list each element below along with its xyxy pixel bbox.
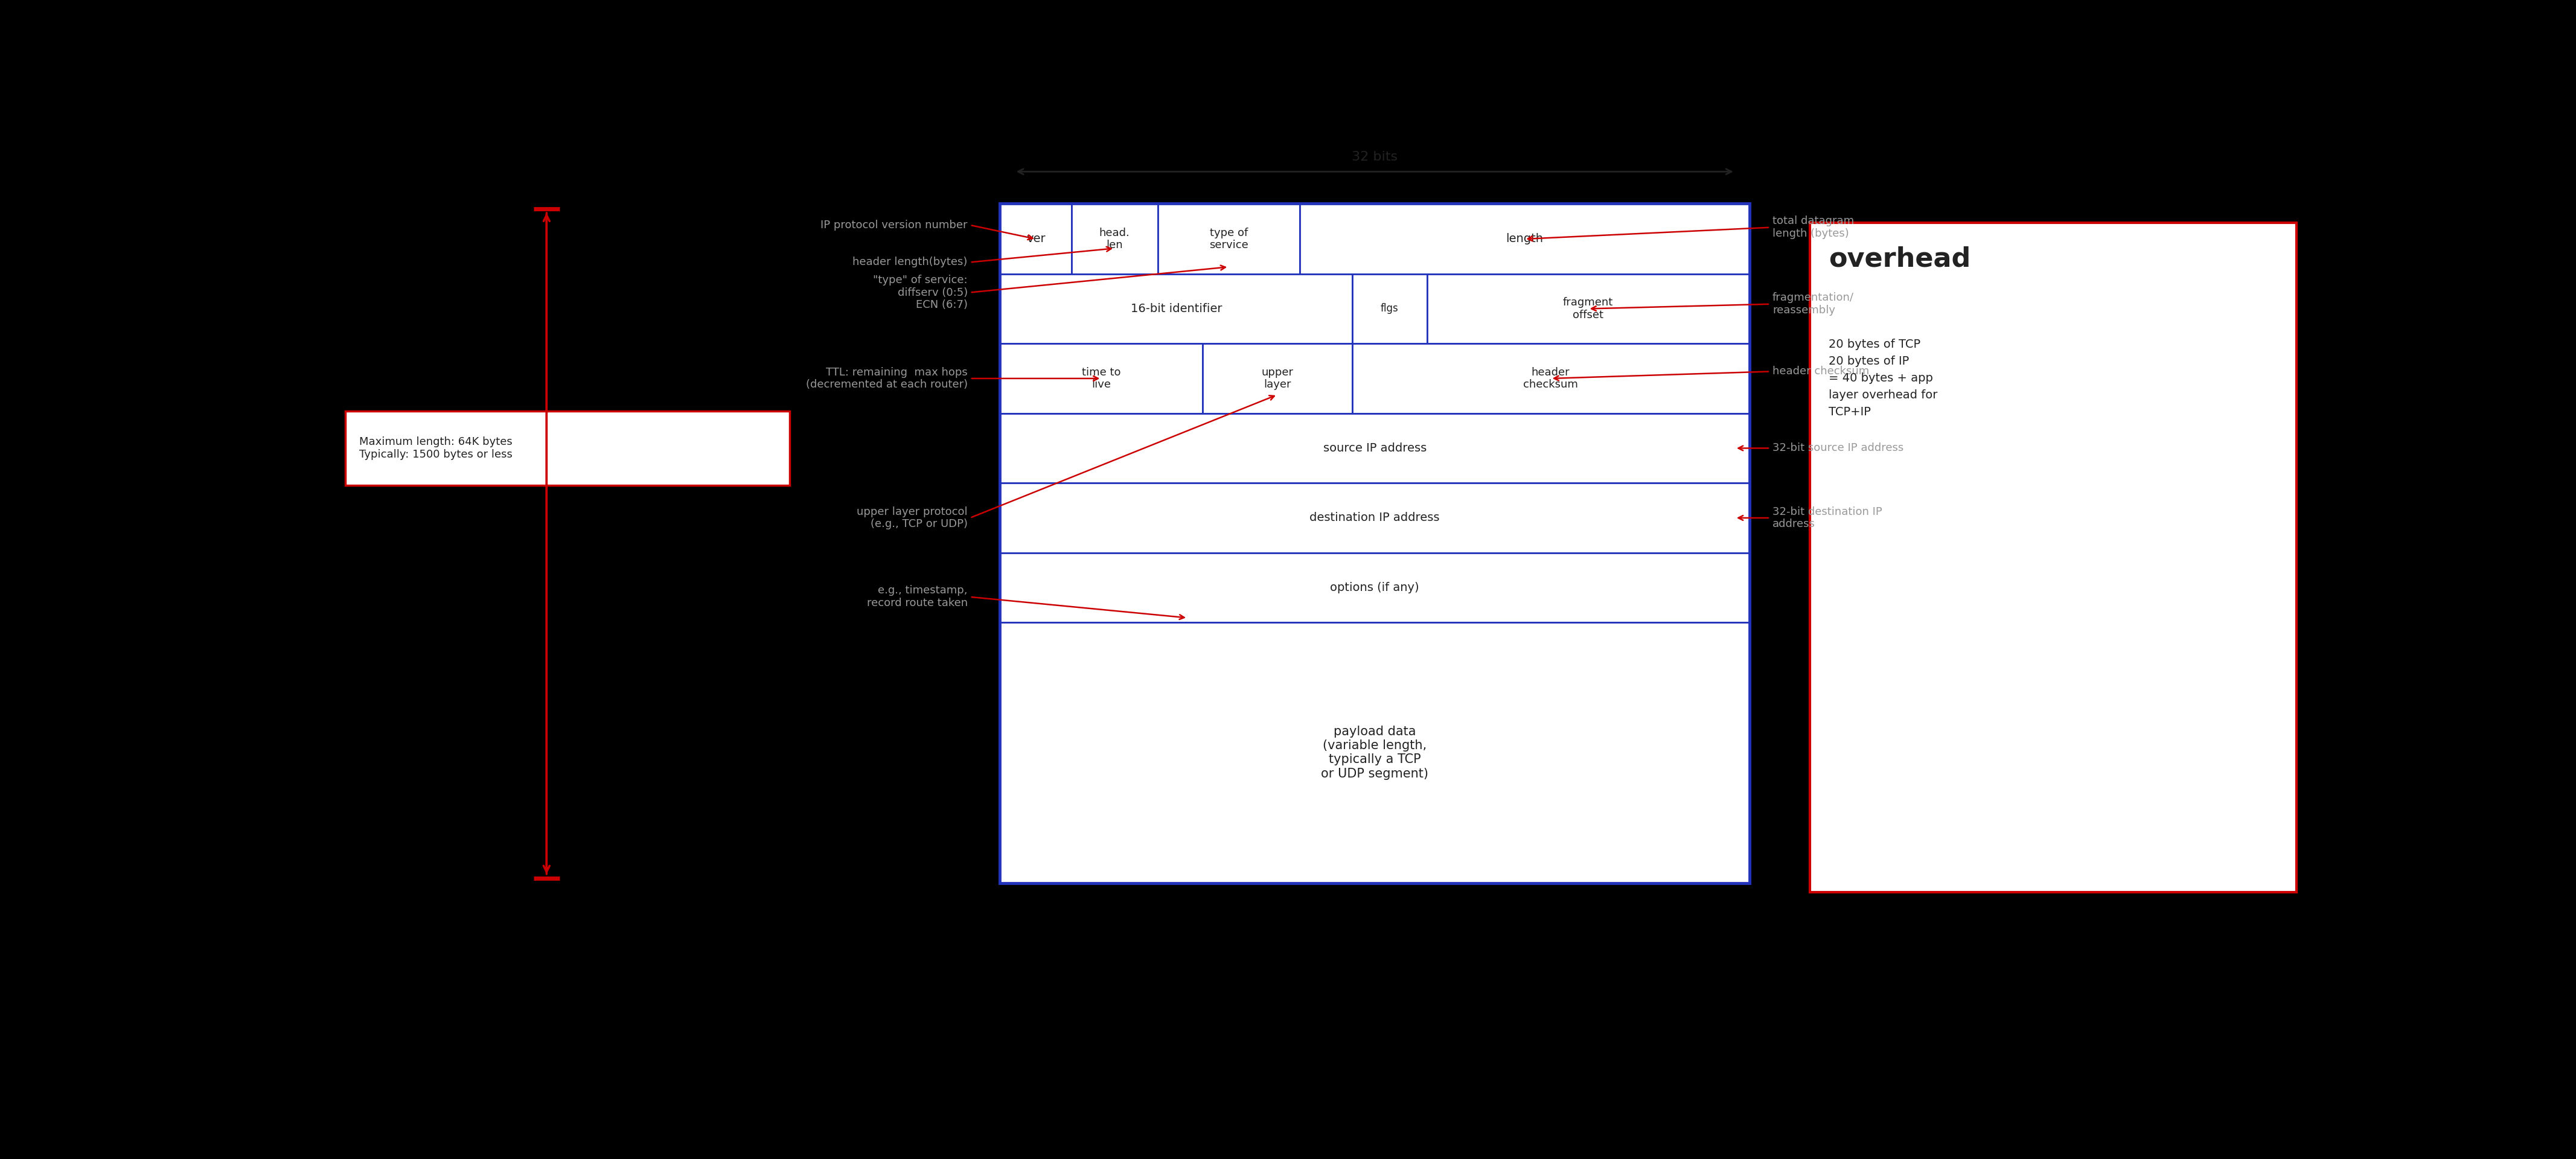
Text: 20 bytes of TCP
20 bytes of IP
= 40 bytes + app
layer overhead for
TCP+IP: 20 bytes of TCP 20 bytes of IP = 40 byte… [1829,338,1937,418]
Bar [345,411,791,486]
Text: options (if any): options (if any) [1329,582,1419,593]
Bar [1301,204,1749,274]
Text: ver: ver [1025,233,1046,245]
Text: destination IP address: destination IP address [1309,512,1440,524]
Bar [999,274,1352,343]
Bar [1203,343,1352,414]
Text: fragment
offset: fragment offset [1564,297,1613,320]
Text: 16-bit identifier: 16-bit identifier [1131,302,1221,314]
Text: Maximum length: 64K bytes
Typically: 1500 bytes or less: Maximum length: 64K bytes Typically: 150… [361,437,513,460]
Text: source IP address: source IP address [1324,443,1427,454]
Bar [999,483,1749,553]
Text: upper
layer: upper layer [1262,366,1293,391]
Text: 32 bits: 32 bits [1352,151,1399,163]
Text: TTL: remaining  max hops
(decremented at each router): TTL: remaining max hops (decremented at … [806,366,969,391]
Text: type of
service: type of service [1208,227,1249,250]
Bar [999,204,1072,274]
Bar [999,622,1749,883]
Text: overhead: overhead [1829,246,1971,272]
Text: header length(bytes): header length(bytes) [853,257,969,268]
Bar [999,414,1749,483]
Text: flgs: flgs [1381,304,1399,314]
Text: e.g., timestamp,
record route taken: e.g., timestamp, record route taken [866,585,969,608]
Bar [1157,204,1301,274]
Text: upper layer protocol
(e.g., TCP or UDP): upper layer protocol (e.g., TCP or UDP) [858,506,969,530]
Bar [1352,343,1749,414]
Text: 32-bit source IP address: 32-bit source IP address [1772,443,1904,453]
Bar [999,343,1203,414]
Text: IP protocol version number: IP protocol version number [822,220,969,231]
Text: fragmentation/
reassembly: fragmentation/ reassembly [1772,292,1855,315]
Bar [1811,223,2295,892]
Text: length: length [1507,233,1543,245]
Text: header checksum: header checksum [1772,366,1870,377]
Text: total datagram
length (bytes): total datagram length (bytes) [1772,216,1855,239]
Bar [1427,274,1749,343]
Bar [1352,274,1427,343]
Text: 32-bit destination IP
address: 32-bit destination IP address [1772,506,1883,530]
Bar [1072,204,1157,274]
Text: head.
len: head. len [1100,227,1131,250]
Text: time to
live: time to live [1082,366,1121,391]
Bar [999,553,1749,622]
Bar [999,204,1749,883]
Text: payload data
(variable length,
typically a TCP
or UDP segment): payload data (variable length, typically… [1321,726,1430,780]
Text: "type" of service:
diffserv (0:5)
ECN (6:7): "type" of service: diffserv (0:5) ECN (6… [873,275,969,311]
Text: header
checksum: header checksum [1522,366,1579,391]
